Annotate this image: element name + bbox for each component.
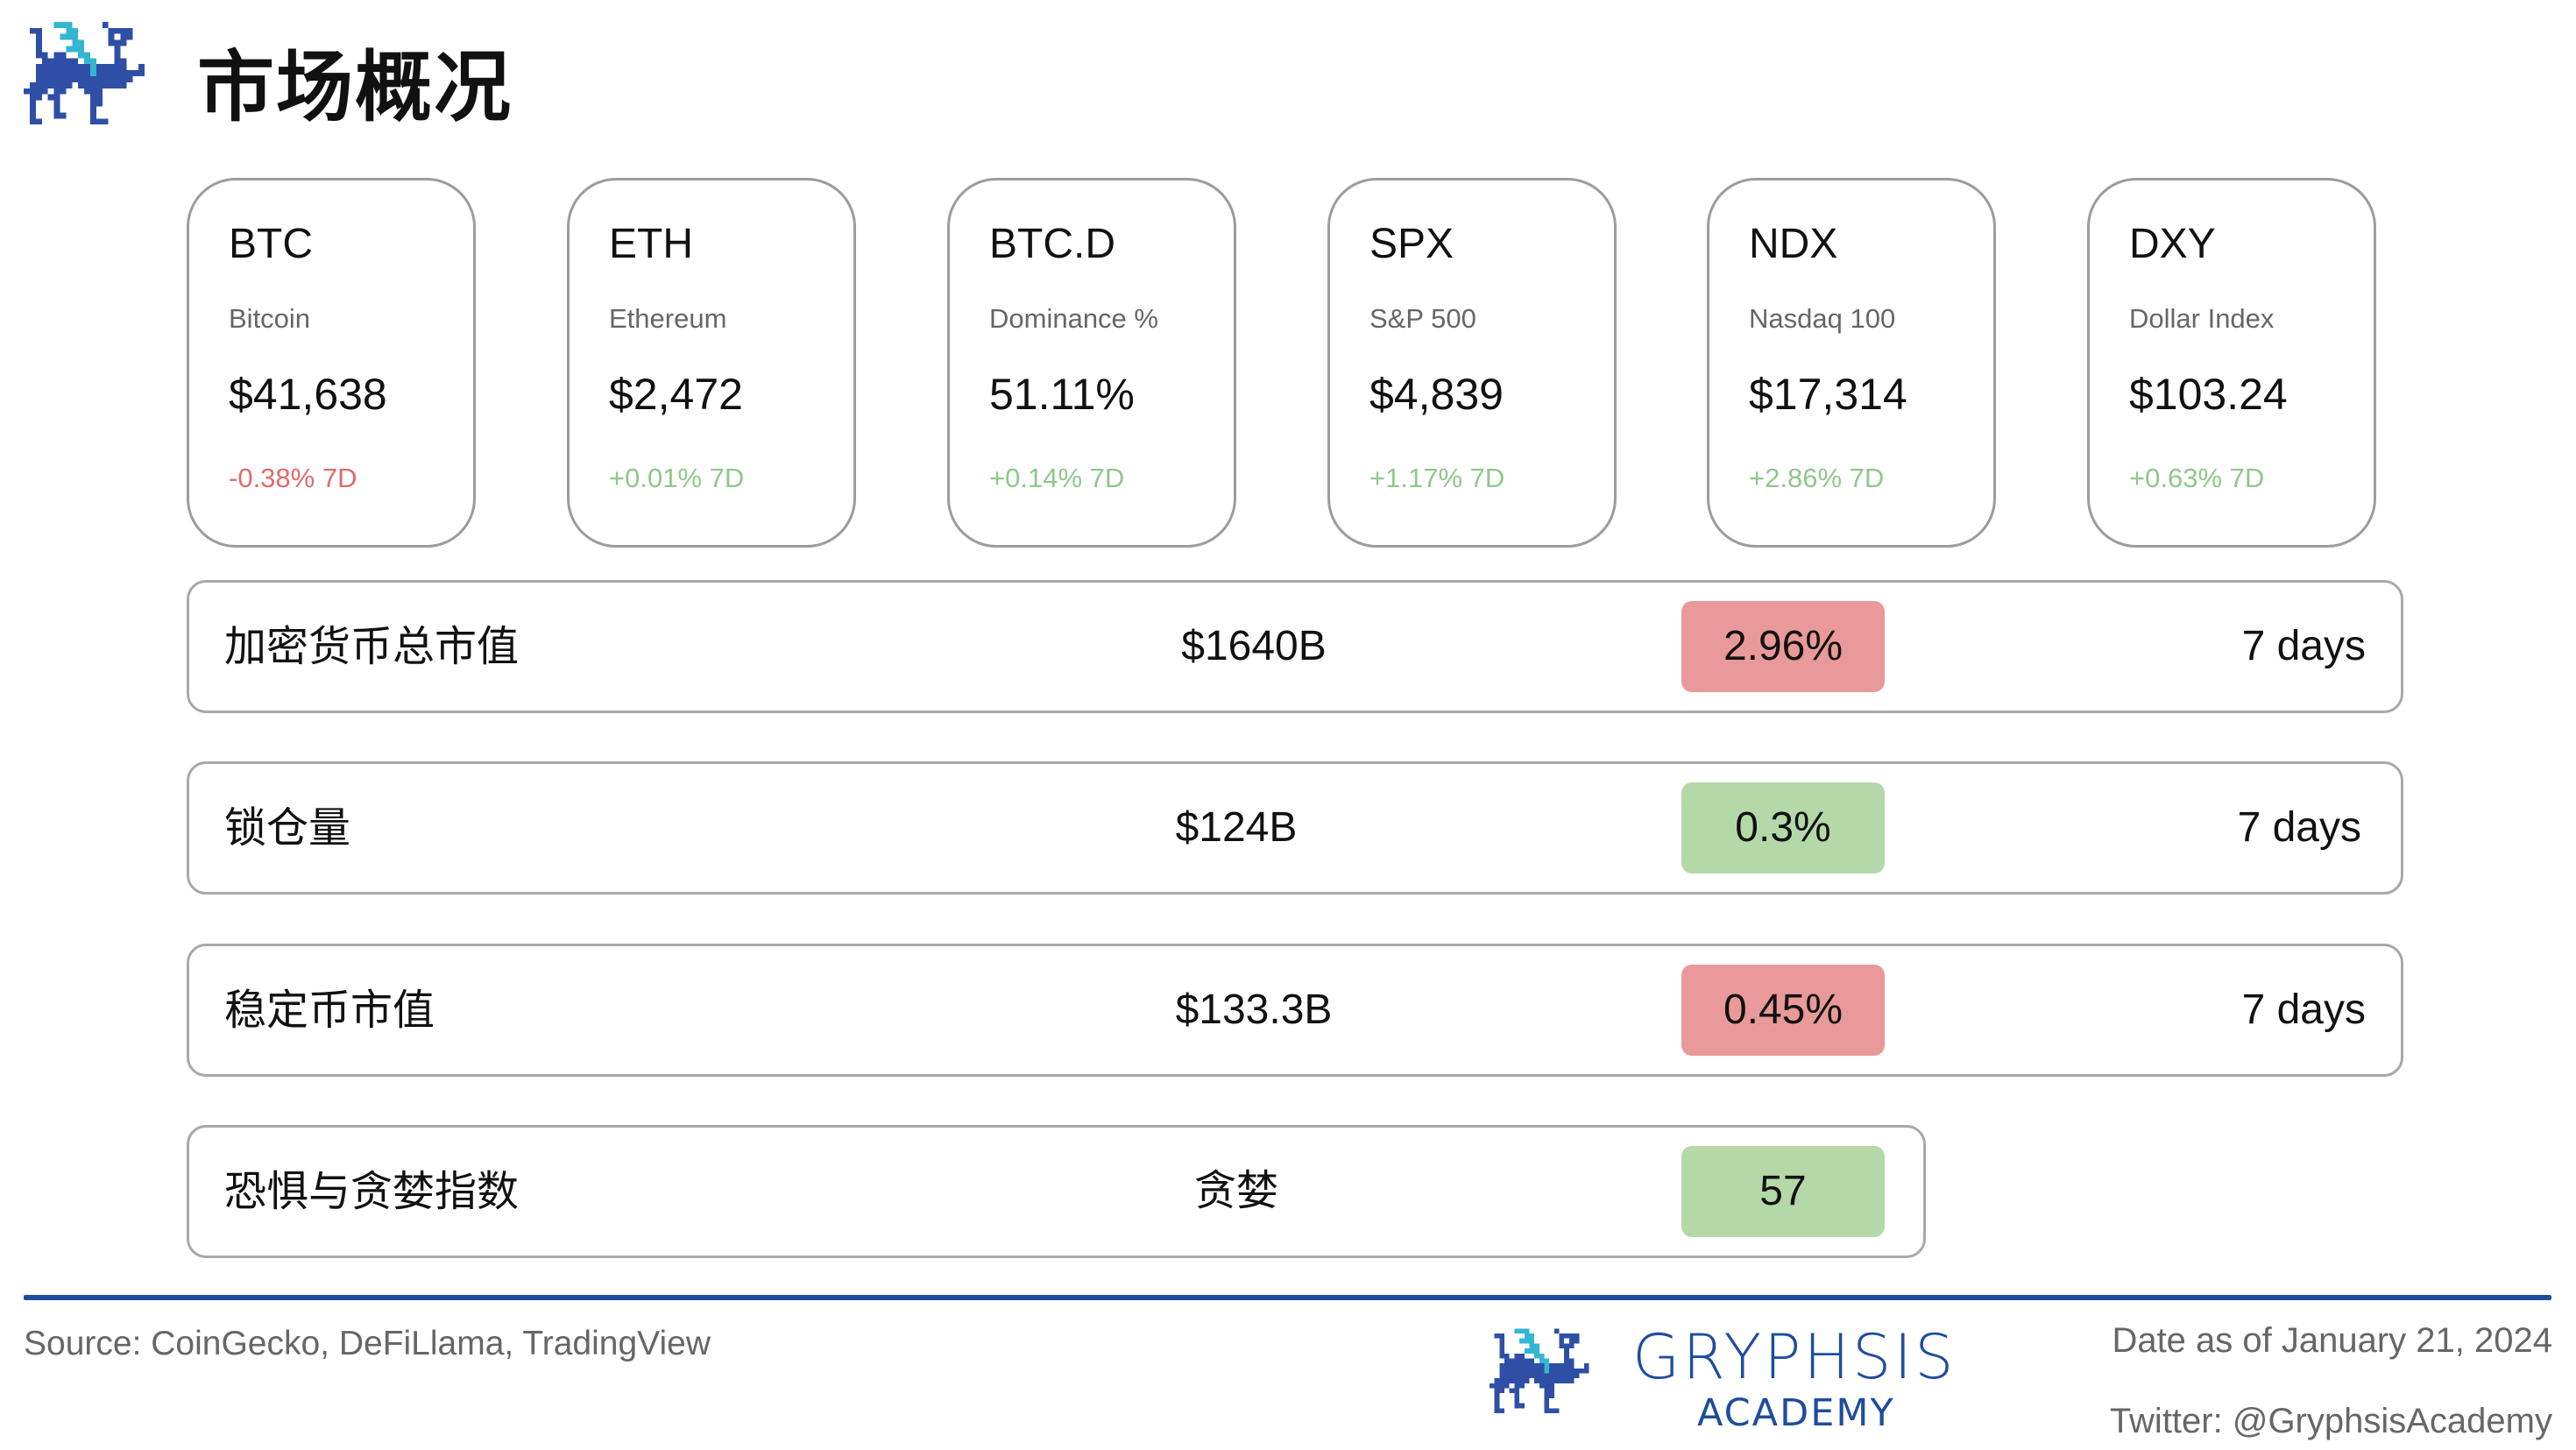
- brand-subtitle: ACADEMY: [1697, 1391, 1895, 1435]
- twitter-handle: Twitter: @GryphsisAcademy: [2109, 1402, 2552, 1440]
- card-price: $4,839: [1369, 370, 1504, 419]
- metric-row-tvl: 锁仓量 $124B 0.3% 7 days: [187, 761, 2403, 895]
- metric-value: 贪婪: [1193, 1168, 1278, 1214]
- card-change: +0.63% 7D: [2129, 463, 2265, 493]
- metric-row-stablecoin-cap: 稳定币市值 $133.3B 0.45% 7 days: [187, 944, 2403, 1077]
- card-ticker: BTC.D: [989, 221, 1115, 267]
- card-change: +2.86% 7D: [1749, 463, 1885, 493]
- brand-lockup: GRYPHSIS ACADEMY: [1490, 1321, 1957, 1435]
- metric-period: 7 days: [2241, 623, 2366, 669]
- source-text: Source: CoinGecko, DeFiLlama, TradingVie…: [24, 1325, 711, 1362]
- index-badge: 57: [1681, 1146, 1885, 1237]
- card-name: Bitcoin: [229, 303, 311, 334]
- metric-value: $133.3B: [1175, 987, 1333, 1033]
- asset-card-btc-dominance: BTC.D Dominance % 51.11% +0.14% 7D: [947, 178, 1236, 548]
- card-name: Dominance %: [989, 303, 1158, 334]
- metric-row-fear-greed-index: 恐惧与贪婪指数 贪婪 57: [187, 1125, 1926, 1258]
- card-name: Dollar Index: [2129, 303, 2275, 334]
- metric-label: 加密货币总市值: [224, 622, 520, 671]
- change-badge: 2.96%: [1681, 601, 1885, 692]
- card-name: Nasdaq 100: [1749, 303, 1896, 334]
- metric-value: $1640B: [1181, 623, 1327, 669]
- metric-period: 7 days: [2241, 987, 2366, 1033]
- card-change: -0.38% 7D: [229, 463, 357, 493]
- metric-label: 锁仓量: [224, 803, 351, 852]
- metric-label: 恐惧与贪婪指数: [224, 1167, 520, 1216]
- asset-card-spx: SPX S&P 500 $4,839 +1.17% 7D: [1327, 178, 1617, 548]
- card-price: 51.11%: [989, 370, 1135, 419]
- asset-card-eth: ETH Ethereum $2,472 +0.01% 7D: [567, 178, 856, 548]
- change-badge: 0.3%: [1681, 782, 1885, 874]
- card-change: +0.01% 7D: [609, 463, 745, 493]
- asset-card-ndx: NDX Nasdaq 100 $17,314 +2.86% 7D: [1707, 178, 1996, 548]
- card-price: $2,472: [609, 370, 743, 419]
- card-change: +0.14% 7D: [989, 463, 1125, 493]
- metric-value: $124B: [1175, 804, 1298, 851]
- card-price: $41,638: [229, 370, 387, 419]
- metric-period: 7 days: [2237, 804, 2361, 851]
- gryphon-logo-icon: [24, 21, 145, 125]
- metric-label: 稳定币市值: [224, 986, 435, 1035]
- card-name: Ethereum: [609, 303, 727, 334]
- card-name: S&P 500: [1369, 303, 1476, 334]
- card-ticker: BTC: [229, 221, 313, 267]
- metric-row-total-market-cap: 加密货币总市值 $1640B 2.96% 7 days: [187, 580, 2403, 713]
- page-title: 市场概况: [197, 42, 513, 132]
- card-change: +1.17% 7D: [1369, 463, 1505, 493]
- asset-card-dxy: DXY Dollar Index $103.24 +0.63% 7D: [2087, 178, 2376, 548]
- card-ticker: ETH: [609, 221, 693, 267]
- card-price: $17,314: [1749, 370, 1907, 419]
- footer-divider: [24, 1295, 2551, 1300]
- brand-name: GRYPHSIS: [1632, 1321, 1957, 1393]
- asset-card-btc: BTC Bitcoin $41,638 -0.38% 7D: [187, 178, 476, 548]
- card-ticker: NDX: [1749, 221, 1838, 267]
- change-badge: 0.45%: [1681, 965, 1885, 1056]
- card-ticker: SPX: [1369, 221, 1454, 267]
- card-ticker: DXY: [2129, 221, 2216, 267]
- card-price: $103.24: [2129, 370, 2288, 419]
- gryphon-logo-icon: [1490, 1328, 1589, 1413]
- date-text: Date as of January 21, 2024: [2112, 1321, 2552, 1360]
